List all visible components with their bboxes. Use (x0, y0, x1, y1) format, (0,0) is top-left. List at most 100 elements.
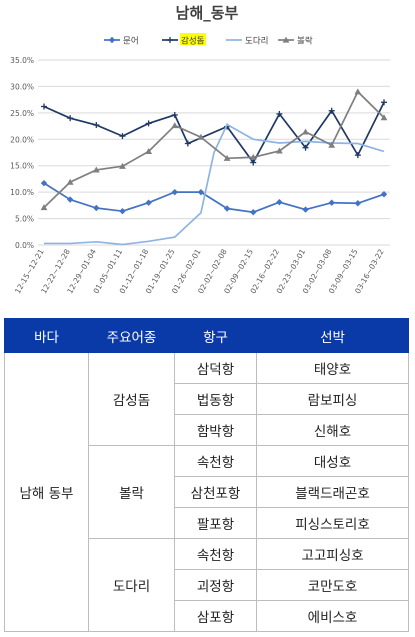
legend-item: 문어 (104, 36, 139, 47)
point (250, 209, 257, 216)
y-tick-label: 0.0% (15, 241, 34, 250)
point (276, 198, 283, 206)
point (223, 205, 231, 212)
port-cell: 삼천포항 (174, 476, 257, 508)
point (275, 147, 283, 154)
line-chart: 남해_동부 문어 감성돔 도다리 볼락 0.0% 5.0% 10.0% 15.0% 20.0%… (10, 4, 390, 295)
series-line (44, 123, 385, 246)
legend-label: 감성돔 (181, 36, 205, 47)
point (276, 110, 283, 117)
vessel-cell: 에비스호 (256, 600, 409, 632)
legend-highlight (180, 33, 206, 45)
vessel-cell: 코만도호 (256, 569, 409, 601)
table-header-row: 바다 주요어종 항구 선박 (4, 318, 409, 353)
column-header: 항구 (174, 318, 257, 353)
point (184, 140, 191, 147)
y-tick-label: 5.0% (15, 215, 34, 224)
port-cell: 삼덕항 (174, 352, 257, 384)
vessel-cell: 블랙드래곤호 (256, 476, 409, 508)
gridlines (38, 59, 390, 246)
point (197, 133, 205, 140)
vessel-cell: 태양호 (256, 352, 409, 384)
chart-title: 남해_동부 (176, 4, 239, 22)
port-cell: 괴정항 (174, 569, 257, 601)
port-cell: 삼포항 (174, 600, 257, 632)
legend: 문어 감성돔 도다리 볼락 (104, 33, 313, 47)
point (302, 128, 309, 135)
column-header: 바다 (4, 318, 89, 353)
port-cell: 속천항 (174, 538, 257, 570)
point (381, 99, 387, 106)
point (66, 196, 74, 203)
table-row: 도다리 속천항 고고피싱호 (5, 538, 409, 632)
series-line (43, 101, 385, 165)
point (354, 88, 362, 95)
legend-item: 감성돔 (162, 33, 206, 47)
point (66, 178, 74, 185)
series-볼락 (40, 88, 388, 211)
point (302, 144, 309, 151)
point (119, 133, 126, 140)
series-도다리 (44, 123, 385, 246)
table-row: 팔포항 피싱스토리호 (5, 507, 409, 539)
region-cell: 남해 동부 (4, 352, 89, 632)
legend-label: 도다리 (245, 37, 268, 47)
point (380, 191, 388, 198)
point (328, 199, 335, 206)
column-header: 주요어종 (88, 318, 175, 353)
point (250, 159, 257, 166)
point (302, 206, 309, 213)
y-axis-ticks: 0.0% 5.0% 10.0% 15.0% 20.0% 25.0% 30.0% 35.0% (10, 56, 34, 250)
point (67, 115, 74, 122)
point (171, 111, 178, 118)
point (119, 162, 126, 169)
point (145, 120, 152, 127)
point (145, 199, 152, 206)
point (282, 36, 290, 43)
port-cell: 속천항 (174, 445, 257, 477)
point (354, 152, 361, 159)
y-tick-label: 25.0% (10, 109, 34, 118)
point (92, 166, 100, 173)
point (93, 122, 100, 129)
table-row: 괴정항 코만도호 (5, 569, 409, 601)
point (145, 148, 153, 155)
table-row: 법동항 람보피싱 (5, 383, 409, 415)
point (354, 200, 362, 207)
column-header: 선박 (256, 318, 409, 353)
legend-item: 볼락 (278, 36, 313, 47)
series-감성돔 (41, 99, 387, 166)
y-tick-label: 10.0% (10, 188, 34, 197)
point (40, 179, 48, 187)
vessel-cell: 람보피싱 (256, 383, 409, 415)
y-tick-label: 35.0% (10, 56, 34, 65)
table-row: 삼천포항 블랙드래곤호 (5, 476, 409, 508)
point (171, 122, 179, 129)
series-line (43, 182, 385, 214)
point (171, 188, 178, 196)
x-axis-ticks: 12-15~12-2112-22~12-2812-29~01-0401-05~0… (13, 247, 386, 295)
point (328, 107, 335, 114)
point (223, 154, 231, 161)
point (41, 103, 47, 110)
vessel-cell: 대성호 (256, 445, 409, 477)
y-tick-label: 15.0% (10, 162, 34, 171)
species-cell: 도다리 (88, 538, 175, 632)
vessel-cell: 피싱스토리호 (256, 507, 409, 539)
point (108, 36, 116, 44)
point (119, 207, 126, 215)
species-cell: 감성돔 (88, 352, 175, 446)
point (197, 188, 205, 196)
legend-label: 문어 (123, 36, 139, 47)
table-row: 삼포항 에비스호 (5, 600, 409, 632)
table-row: 남해 동부 감성돔 삼덕항 태양호 (4, 352, 409, 632)
port-cell: 함박항 (174, 414, 257, 446)
y-tick-label: 30.0% (10, 82, 34, 91)
vessel-cell: 신해호 (256, 414, 409, 446)
series-문어 (40, 179, 388, 216)
point (328, 141, 336, 148)
point (40, 204, 48, 211)
table-row: 함박항 신해호 (5, 414, 409, 446)
y-tick-label: 20.0% (10, 135, 34, 144)
point (380, 114, 388, 121)
